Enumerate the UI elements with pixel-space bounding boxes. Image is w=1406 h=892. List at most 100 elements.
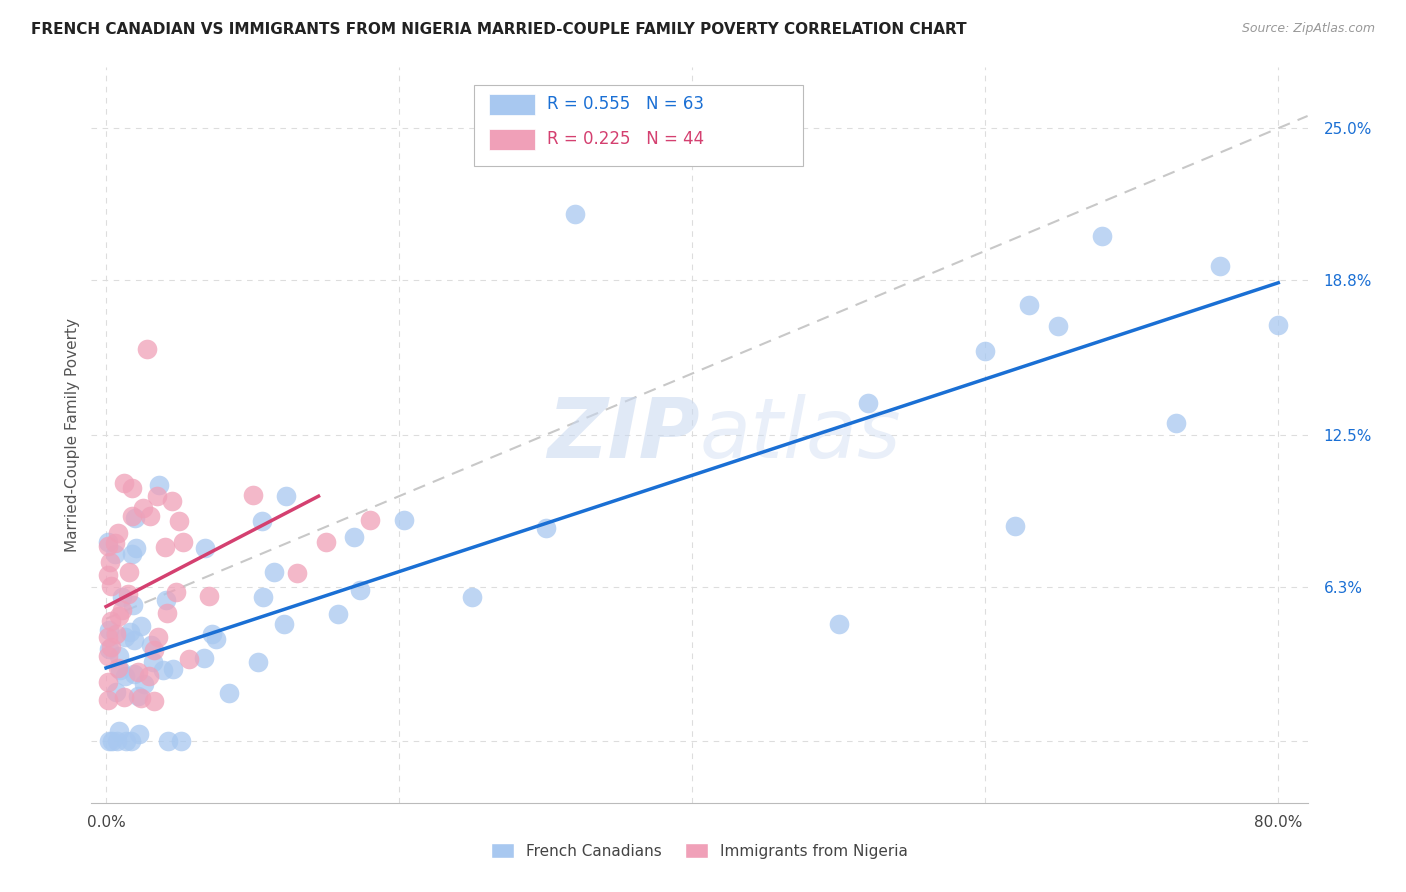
Point (1018, 298, 1040, 312)
Point (124, 632, 146, 647)
Point (114, 630, 136, 644)
Point (146, 630, 169, 644)
Point (142, 655, 165, 669)
Point (856, 396, 879, 410)
Point (107, 526, 129, 541)
Point (121, 598, 143, 612)
Point (104, 627, 127, 641)
Point (285, 566, 308, 581)
Point (201, 627, 224, 641)
Point (828, 616, 851, 631)
Point (108, 649, 131, 664)
Point (193, 650, 215, 665)
Point (111, 603, 134, 617)
Point (156, 606, 179, 620)
Point (122, 667, 145, 681)
Point (107, 661, 129, 675)
Point (160, 494, 183, 508)
Point (143, 643, 166, 657)
Point (129, 619, 152, 633)
Point (1267, 318, 1289, 332)
Y-axis label: Married-Couple Family Poverty: Married-Couple Family Poverty (65, 318, 80, 552)
Point (143, 694, 166, 708)
Point (104, 685, 127, 699)
Point (121, 547, 143, 561)
Point (139, 508, 162, 523)
Point (155, 593, 177, 607)
Point (121, 508, 143, 523)
Point (177, 652, 200, 666)
Point (1164, 416, 1187, 430)
Point (146, 489, 169, 503)
Point (96, 675, 118, 690)
Point (125, 541, 148, 555)
Point (108, 724, 131, 739)
FancyBboxPatch shape (489, 95, 536, 115)
Point (162, 662, 184, 676)
Point (104, 547, 127, 561)
Point (252, 514, 274, 528)
Point (96, 693, 118, 707)
Point (97, 623, 120, 637)
Point (127, 665, 149, 679)
Text: Source: ZipAtlas.com: Source: ZipAtlas.com (1241, 22, 1375, 36)
Point (152, 663, 174, 677)
Point (98, 555, 121, 569)
Point (170, 734, 193, 748)
Point (128, 727, 150, 741)
Point (112, 690, 135, 705)
Point (110, 590, 132, 604)
FancyBboxPatch shape (474, 86, 803, 166)
Point (197, 589, 219, 603)
Point (100, 640, 122, 655)
Point (100, 579, 122, 593)
Point (98, 734, 121, 748)
Point (96, 535, 118, 549)
Point (121, 481, 143, 495)
Point (132, 677, 155, 691)
Point (127, 689, 149, 703)
Point (172, 534, 194, 549)
Point (252, 590, 274, 604)
Point (157, 734, 180, 748)
Point (165, 585, 187, 599)
Point (263, 566, 285, 580)
Text: atlas: atlas (699, 394, 901, 475)
Point (326, 607, 349, 621)
Point (274, 489, 297, 503)
Text: FRENCH CANADIAN VS IMMIGRANTS FROM NIGERIA MARRIED-COUPLE FAMILY POVERTY CORRELA: FRENCH CANADIAN VS IMMIGRANTS FROM NIGER… (31, 22, 966, 37)
Point (1047, 319, 1070, 334)
Point (117, 587, 139, 601)
Point (108, 663, 131, 677)
Point (194, 541, 217, 555)
Point (104, 535, 127, 549)
Point (100, 615, 122, 629)
Point (129, 691, 152, 706)
Point (101, 734, 124, 748)
Point (141, 638, 163, 652)
Point (114, 734, 136, 748)
Text: R = 0.555   N = 63: R = 0.555 N = 63 (547, 95, 704, 112)
Point (343, 530, 366, 544)
Point (205, 632, 228, 647)
Point (112, 476, 135, 491)
Point (246, 655, 269, 669)
Point (131, 501, 153, 516)
Point (136, 342, 159, 356)
Point (534, 520, 557, 534)
Point (392, 513, 415, 527)
Point (124, 511, 146, 525)
FancyBboxPatch shape (489, 129, 536, 150)
Text: ZIP: ZIP (547, 394, 699, 475)
Point (461, 590, 484, 604)
Point (1091, 228, 1114, 243)
Point (153, 540, 176, 554)
Point (120, 734, 142, 748)
Point (273, 616, 295, 631)
Point (1004, 518, 1026, 533)
Point (349, 582, 371, 597)
Point (218, 686, 240, 700)
Point (974, 344, 997, 359)
Point (118, 624, 141, 639)
Point (105, 734, 128, 748)
